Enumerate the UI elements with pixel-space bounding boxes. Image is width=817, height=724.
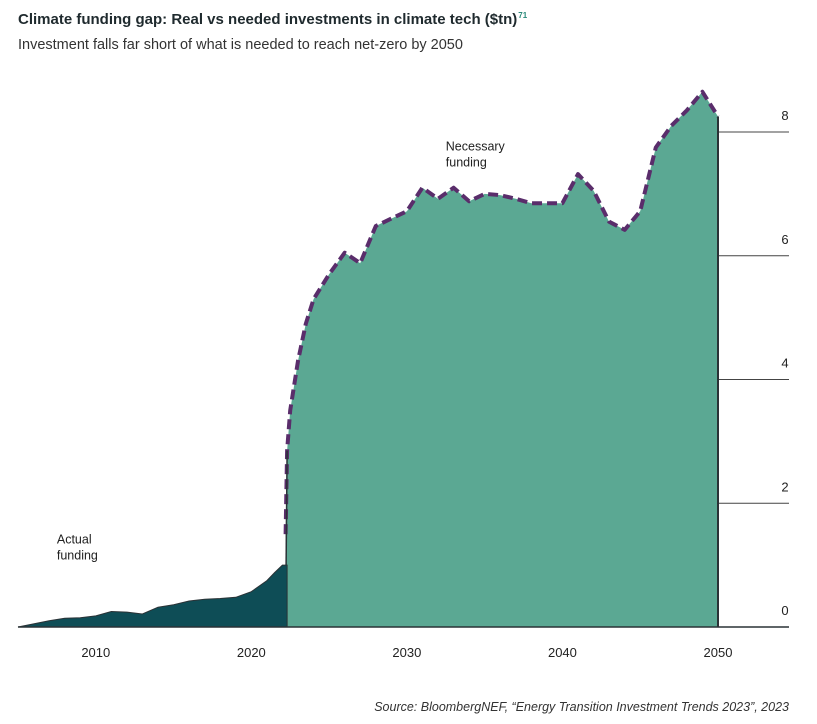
y-tick-label: 2: [781, 479, 788, 494]
x-tick-label: 2010: [81, 645, 110, 660]
actual-funding-area: [17, 564, 288, 628]
y-tick-label: 4: [781, 356, 788, 371]
necessary-funding-label: funding: [446, 156, 487, 170]
chart-subtitle: Investment falls far short of what is ne…: [18, 37, 463, 53]
y-tick-label: 8: [781, 108, 788, 123]
x-tick-label: 2040: [548, 645, 577, 660]
chart-title: Climate funding gap: Real vs needed inve…: [18, 11, 528, 28]
x-tick-label: 2020: [237, 645, 266, 660]
x-tick-label: 2050: [704, 645, 733, 660]
y-tick-label: 6: [781, 232, 788, 247]
actual-funding-label: funding: [57, 548, 98, 562]
necessary-funding-line: [283, 89, 720, 535]
x-tick-label: 2030: [392, 645, 421, 660]
actual-funding-label: Actual: [57, 532, 92, 546]
area-chart: 2010 2020 2030 2040 2050 0 2 4 6 8 Necessary fundin…: [17, 89, 789, 660]
necessary-funding-area: [285, 91, 718, 628]
source-note: Source: BloombergNEF, “Energy Transition…: [374, 700, 789, 714]
footnote-ref: 71: [518, 11, 528, 20]
y-tick-label: 0: [781, 603, 788, 618]
necessary-funding-label: Necessary: [446, 140, 506, 154]
